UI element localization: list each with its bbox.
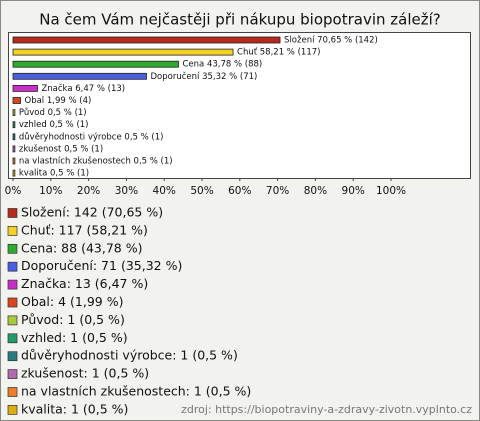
- bar: [12, 60, 179, 68]
- legend-label: Doporučení: 71 (35,32 %): [21, 258, 182, 273]
- x-tick-label: 60%: [228, 185, 251, 197]
- data-label: Značka 6,47 % (13): [41, 83, 125, 94]
- legend-swatch: [7, 226, 18, 236]
- bar: [12, 133, 16, 141]
- x-tick-label: 90%: [342, 185, 365, 197]
- x-tick-label: 70%: [266, 185, 289, 197]
- legend-swatch: [7, 261, 18, 272]
- source: zdroj: https://biopotraviny-a-zdravy-ziv…: [181, 403, 472, 416]
- bar: [12, 145, 16, 153]
- x-tick-label: 30%: [115, 185, 138, 197]
- legend-label: Obal: 4 (1,99 %): [21, 294, 123, 309]
- data-label: Původ 0,5 % (1): [19, 107, 87, 118]
- data-label: zkušenost 0,5 % (1): [19, 143, 103, 154]
- x-tick-label: 0%: [5, 185, 22, 197]
- legend-label: důvěryhodnosti výrobce: 1 (0,5 %): [21, 348, 238, 363]
- bar: [12, 48, 234, 56]
- legend-swatch: [7, 297, 18, 308]
- data-label: Cena 43,78 % (88): [182, 60, 262, 70]
- legend-label: vzhled: 1 (0,5 %): [21, 330, 128, 345]
- bar: [12, 121, 16, 129]
- legend-label: Cena: 88 (43,78 %): [21, 240, 142, 255]
- legend-swatch: [7, 351, 18, 362]
- data-label: na vlastních zkušenostech 0,5 % (1): [19, 156, 173, 167]
- bar: [12, 36, 281, 44]
- legend-label: Značka: 13 (6,47 %): [21, 276, 148, 291]
- x-tick-label: 100%: [376, 185, 406, 197]
- legend-label: kvalita: 1 (0,5 %): [21, 401, 128, 416]
- legend-label: Původ: 1 (0,5 %): [21, 312, 125, 327]
- bar: [12, 85, 38, 92]
- legend-swatch: [7, 369, 18, 379]
- data-label: kvalita 0,5 % (1): [19, 169, 89, 179]
- legend-label: na vlastních zkušenostech: 1 (0,5 %): [21, 384, 251, 399]
- data-label: důvěryhodnosti výrobce 0,5 % (1): [19, 131, 164, 142]
- legend-swatch: [7, 243, 18, 254]
- data-label: Složení 70,65 % (142): [284, 36, 378, 46]
- bar: [12, 72, 147, 80]
- data-label: vzhled 0,5 % (1): [19, 120, 89, 130]
- x-tick-label: 10%: [39, 185, 62, 197]
- x-tick-label: 20%: [77, 185, 100, 197]
- bar: [12, 157, 16, 165]
- legend-swatch: [7, 387, 18, 397]
- bar: [12, 169, 16, 177]
- chart-title: Na čem Vám nejčastěji při nákupu biopotr…: [39, 11, 441, 29]
- bar: [12, 109, 16, 116]
- x-tick-label: 50%: [190, 185, 213, 197]
- bar: [12, 97, 21, 104]
- legend-label: Složení: 142 (70,65 %): [21, 205, 163, 220]
- legend-swatch: [7, 279, 18, 290]
- plot-area: [8, 32, 471, 179]
- legend-label: zkušenost: 1 (0,5 %): [21, 366, 149, 381]
- data-label: Doporučení 35,32 % (71): [151, 71, 258, 82]
- x-tick-label: 80%: [304, 185, 327, 197]
- legend-label: Chuť: 117 (58,21 %): [21, 222, 148, 237]
- legend-swatch: [7, 315, 18, 326]
- legend-swatch: [7, 208, 18, 218]
- legend-swatch: [7, 405, 18, 415]
- x-tick-label: 40%: [153, 185, 176, 197]
- data-label: Chuť 58,21 % (117): [237, 48, 320, 58]
- legend-swatch: [7, 333, 18, 344]
- data-label: Obal 1,99 % (4): [25, 96, 92, 106]
